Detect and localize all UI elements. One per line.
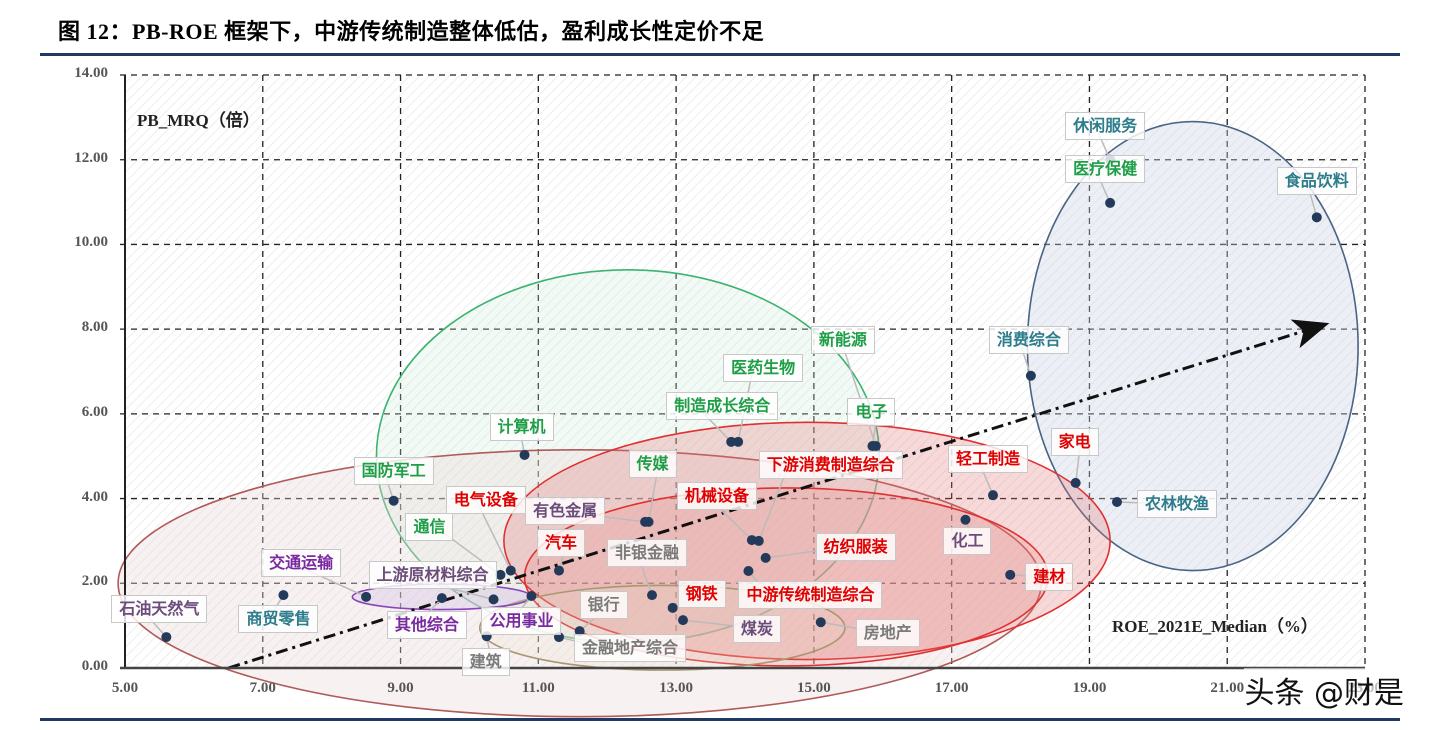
data-point bbox=[161, 632, 172, 643]
x-tick-label: 9.00 bbox=[387, 680, 414, 696]
data-point bbox=[488, 594, 499, 605]
data-point bbox=[726, 436, 737, 447]
data-point bbox=[815, 617, 826, 628]
callout-label: 其他综合 bbox=[386, 611, 467, 640]
data-point bbox=[1025, 370, 1036, 381]
y-tick-label: 4.00 bbox=[81, 488, 108, 505]
data-point bbox=[647, 590, 657, 601]
callout-label: 新能源 bbox=[810, 326, 875, 355]
data-point bbox=[867, 441, 878, 452]
callout-label: 电气设备 bbox=[445, 485, 526, 514]
data-point bbox=[667, 602, 678, 613]
data-point bbox=[1070, 477, 1081, 488]
x-tick-label: 15.00 bbox=[797, 680, 831, 696]
data-point bbox=[643, 516, 654, 527]
callout-label: 电子 bbox=[847, 398, 896, 427]
x-tick-label: 19.00 bbox=[1072, 680, 1107, 696]
callout-label: 轻工制造 bbox=[948, 445, 1029, 474]
data-points bbox=[161, 154, 1322, 643]
callout-label: 石油天然气 bbox=[111, 595, 208, 624]
data-point bbox=[960, 514, 971, 525]
x-tick-label: 7.00 bbox=[249, 680, 276, 696]
y-tick-label: 6.00 bbox=[81, 403, 108, 420]
x-tick-label: 11.00 bbox=[521, 680, 555, 696]
data-point bbox=[278, 590, 289, 601]
data-point bbox=[988, 490, 998, 501]
callout-label: 计算机 bbox=[489, 412, 554, 441]
callout-label: 银行 bbox=[579, 591, 628, 620]
data-point bbox=[1112, 496, 1122, 507]
data-point bbox=[743, 566, 754, 577]
callout-label: 休闲服务 bbox=[1065, 111, 1146, 140]
callout-label: 建筑 bbox=[461, 648, 510, 677]
watermark: 头条 @财是 bbox=[1244, 668, 1404, 712]
data-point bbox=[760, 552, 771, 563]
trend-arrow-line bbox=[227, 319, 1330, 670]
leader-line bbox=[840, 339, 877, 447]
callout-label: 钢铁 bbox=[677, 579, 726, 608]
callout-label: 汽车 bbox=[537, 528, 586, 557]
callout-label: 化工 bbox=[943, 526, 992, 555]
data-point bbox=[436, 593, 447, 604]
y-tick-label: 14.00 bbox=[74, 65, 108, 81]
data-point bbox=[678, 615, 688, 626]
callout-label: 医药生物 bbox=[723, 353, 804, 382]
data-point bbox=[753, 535, 764, 546]
data-point bbox=[519, 449, 530, 460]
data-point bbox=[495, 569, 506, 580]
callout-label: 煤炭 bbox=[733, 615, 782, 644]
callout-label: 上游原材料综合 bbox=[368, 561, 497, 590]
data-point bbox=[1005, 569, 1016, 580]
data-point bbox=[388, 495, 399, 506]
callout-label: 建材 bbox=[1025, 562, 1074, 591]
data-point bbox=[361, 591, 372, 602]
figure-title: 图 12：PB-ROE 框架下，中游传统制造整体低估，盈利成长性定价不足 bbox=[58, 19, 765, 44]
y-tick-label: 8.00 bbox=[81, 319, 108, 336]
callout-label: 公用事业 bbox=[481, 606, 562, 635]
y-axis-title: PB_MRQ（倍） bbox=[137, 111, 260, 130]
x-tick-label: 21.00 bbox=[1210, 680, 1245, 696]
callout-label: 交通运输 bbox=[261, 548, 342, 577]
x-tick-label: 5.00 bbox=[111, 680, 139, 696]
top-rule bbox=[40, 53, 1400, 56]
callout-label: 消费综合 bbox=[988, 325, 1069, 354]
callout-label: 食品饮料 bbox=[1276, 167, 1357, 196]
callout-label: 制造成长综合 bbox=[666, 391, 779, 420]
y-tick-label: 0.00 bbox=[81, 658, 108, 674]
callout-label: 农林牧渔 bbox=[1137, 489, 1218, 518]
y-tick-label: 10.00 bbox=[74, 234, 108, 251]
data-point bbox=[554, 565, 564, 576]
trend-arrow bbox=[227, 319, 1330, 670]
callout-label: 中游传统制造综合 bbox=[738, 581, 883, 609]
callout-label: 通信 bbox=[405, 512, 454, 541]
data-point bbox=[1105, 197, 1116, 208]
data-point bbox=[1311, 212, 1322, 223]
callout-label: 有色金属 bbox=[525, 496, 606, 525]
y-tick-label: 12.00 bbox=[74, 149, 108, 166]
callout-label: 房地产 bbox=[855, 619, 920, 648]
callout-label: 医疗保健 bbox=[1065, 154, 1146, 183]
callout-label: 机械设备 bbox=[676, 482, 757, 511]
callout-label: 国防军工 bbox=[353, 456, 434, 485]
callout-label: 纺织服装 bbox=[815, 532, 896, 561]
callout-label: 传媒 bbox=[628, 449, 677, 478]
x-tick-label: 13.00 bbox=[659, 680, 693, 696]
data-point bbox=[526, 590, 537, 601]
x-axis-title: ROE_2021E_Median（%） bbox=[1112, 617, 1318, 636]
callout-label: 下游消费制造综合 bbox=[758, 450, 903, 479]
callout-label: 金融地产综合 bbox=[574, 634, 687, 663]
callout-label: 商贸零售 bbox=[238, 605, 319, 634]
data-point bbox=[505, 565, 516, 576]
bottom-rule bbox=[40, 718, 1400, 721]
data-point bbox=[574, 626, 585, 637]
callout-label: 家电 bbox=[1050, 427, 1099, 456]
callout-label: 非银金融 bbox=[607, 539, 688, 568]
y-tick-label: 2.00 bbox=[81, 573, 108, 590]
data-point bbox=[733, 436, 744, 447]
x-tick-label: 17.00 bbox=[934, 680, 969, 696]
